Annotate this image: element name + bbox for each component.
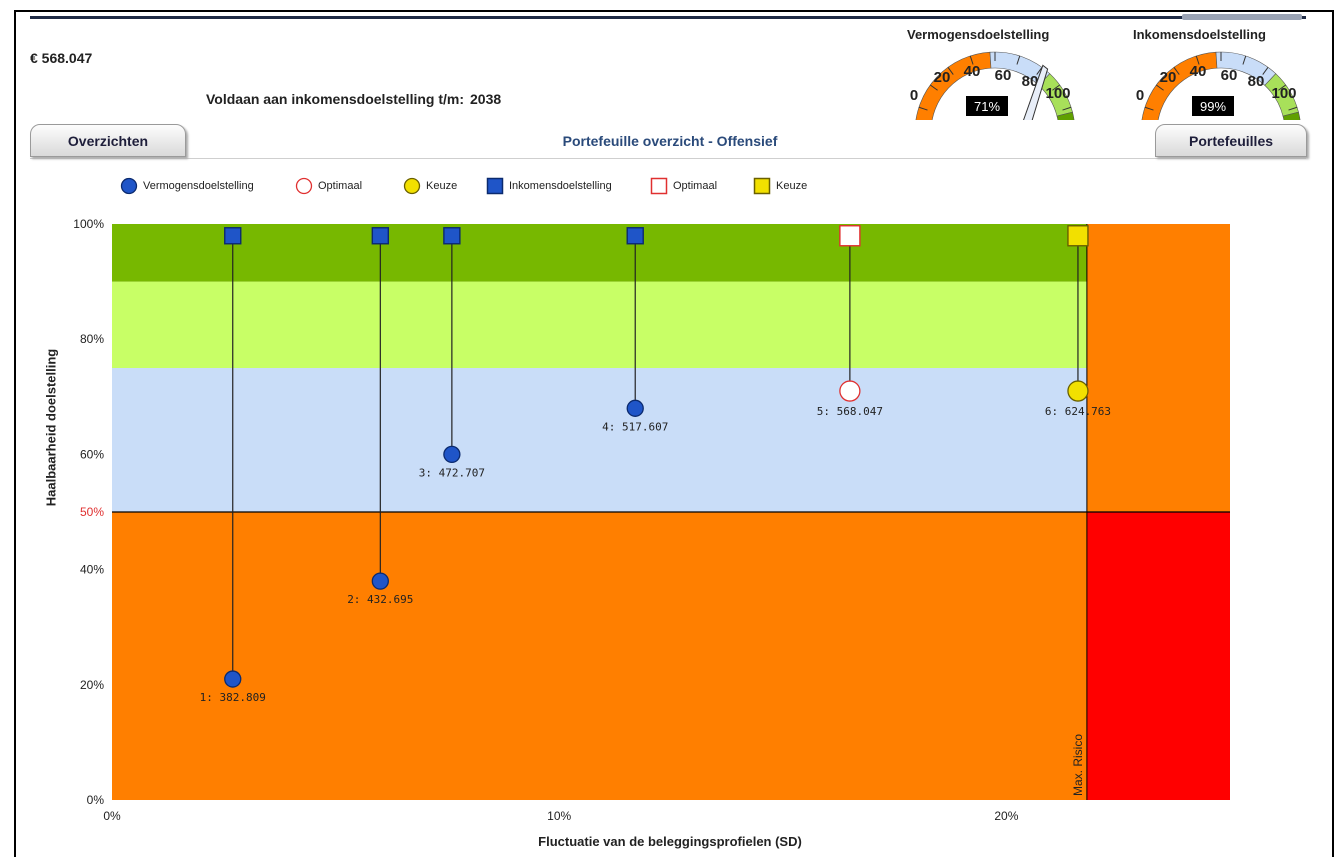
voldaan-label: Voldaan aan inkomensdoelstelling t/m: (206, 91, 465, 107)
gauge-value-label: 71% (974, 99, 1000, 114)
legend-item: Vermogensdoelstelling (120, 175, 254, 197)
gauge-tick (1278, 84, 1287, 91)
legend-circle-icon (403, 177, 421, 195)
gauge-tick (1242, 55, 1247, 65)
gauge-tick (1173, 66, 1180, 75)
gauge-inkomen-title: Inkomensdoelstelling (1133, 27, 1266, 42)
gauge-tick (969, 55, 974, 65)
tab-portefeuilles[interactable]: Portefeuilles (1155, 124, 1307, 157)
gauge-value-box (1192, 96, 1234, 116)
gauge-value-box (966, 96, 1008, 116)
legend-label: Inkomensdoelstelling (509, 180, 612, 192)
legend-label: Keuze (426, 180, 458, 192)
gauge-vermogen: 0 20 40 60 80 100 71% (910, 51, 1075, 120)
gauge-needle (1023, 64, 1049, 120)
voldaan-year: 2038 (470, 91, 502, 107)
gauge-tick-label: 0 (1136, 87, 1144, 104)
gauge-tick (1288, 106, 1298, 111)
legend-label: Keuze (776, 180, 808, 192)
legend-square-icon (486, 177, 504, 195)
voldaan-text: Voldaan aan inkomensdoelstelling t/m: 203… (200, 91, 501, 107)
gauge-tick-label: 20 (934, 69, 951, 86)
gauge-tick (1062, 106, 1072, 111)
gauge-tick (1155, 84, 1164, 91)
top-bar-handle (1182, 14, 1302, 20)
top-bar (30, 16, 1306, 19)
gauge-tick-label: 40 (964, 63, 981, 80)
legend-item: Optimaal (650, 175, 717, 197)
legend-item: Inkomensdoelstelling (486, 175, 612, 197)
gauge-tick-label: 60 (1221, 67, 1238, 84)
tab-overzichten[interactable]: Overzichten (30, 124, 186, 157)
legend-circle-icon (295, 177, 313, 195)
gauge-tick (1195, 55, 1200, 65)
legend-square-icon (650, 177, 668, 195)
gauge-tick (1016, 55, 1021, 65)
gauge-band (1056, 111, 1075, 120)
legend-label: Vermogensdoelstelling (143, 180, 254, 192)
gauge-inkomen: 0 20 40 60 80 100 99% (1136, 51, 1301, 120)
gauge-band (1282, 111, 1301, 120)
gauge-tick (1036, 66, 1043, 75)
gauge-tick (1052, 84, 1061, 91)
gauge-tick-label: 60 (995, 67, 1012, 84)
gauge-tick (947, 66, 954, 75)
legend-square-icon (753, 177, 771, 195)
portfolio-amount: € 568.047 (30, 50, 93, 66)
legend-item: Optimaal (295, 175, 362, 197)
legend-item: Keuze (403, 175, 457, 197)
gauge-tick-label: 100 (1271, 85, 1296, 102)
gauge-tick-label: 100 (1045, 85, 1070, 102)
gauge-value-label: 99% (1200, 99, 1226, 114)
gauge-tick-label: 0 (910, 87, 918, 104)
gauge-tick (1144, 106, 1154, 111)
gauge-tick (929, 84, 938, 91)
y-axis-label: Haalbaarheid doelstelling (43, 348, 59, 507)
legend-label: Optimaal (318, 180, 363, 192)
gauge-vermogen-title: Vermogensdoelstelling (907, 27, 1050, 42)
legend-item: Keuze (753, 175, 807, 197)
legend-circle-icon (120, 177, 138, 195)
chart-title: Portefeuille overzicht - Offensief (562, 133, 778, 149)
gauge-tick (1262, 66, 1269, 75)
gauge-tick-label: 40 (1190, 63, 1207, 80)
gauge-tick-label: 80 (1022, 73, 1039, 90)
legend-label: Optimaal (673, 180, 718, 192)
gauge-tick-label: 80 (1248, 73, 1265, 90)
x-axis-label: Fluctuatie van de beleggingsprofielen (S… (538, 834, 802, 849)
tabs-divider (30, 158, 1306, 159)
gauge-tick (918, 106, 928, 111)
gauge-tick-label: 20 (1160, 69, 1177, 86)
